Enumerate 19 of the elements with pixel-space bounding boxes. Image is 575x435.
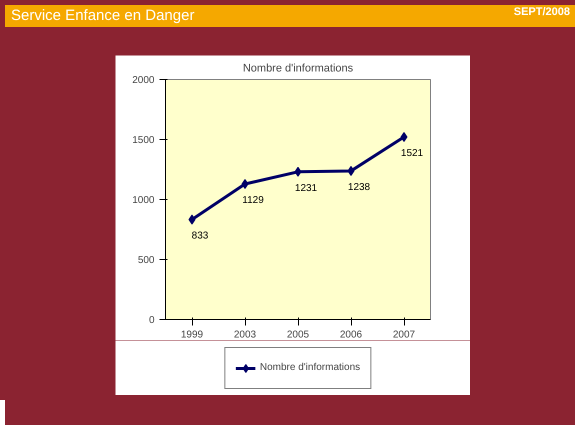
data-label: 833: [192, 230, 209, 242]
text: Service Enfance en Danger: [10, 6, 194, 26]
y-tick-label: 1000: [132, 195, 155, 206]
data-label: 1238: [348, 182, 371, 193]
y-tick-label: 2000: [132, 75, 155, 86]
x-tick-label: 2003: [234, 330, 257, 340]
text: SEPT/2008: [514, 5, 570, 20]
x-tick-label: 2006: [340, 330, 363, 340]
chart-title: Nombre d'informations: [242, 62, 354, 74]
legend-label: Nombre d'informations: [260, 362, 360, 373]
y-tick-label: 1500: [132, 135, 155, 146]
x-tick-label: 1999: [180, 330, 204, 340]
y-tick-label: 500: [138, 255, 155, 266]
data-label: 1231: [294, 182, 318, 194]
data-label: 1521: [400, 148, 424, 159]
x-tick-label: 2005: [286, 330, 310, 340]
x-tick-label: 2007: [392, 330, 416, 340]
y-tick-label: 0: [148, 315, 155, 326]
data-label: 1129: [242, 195, 264, 206]
